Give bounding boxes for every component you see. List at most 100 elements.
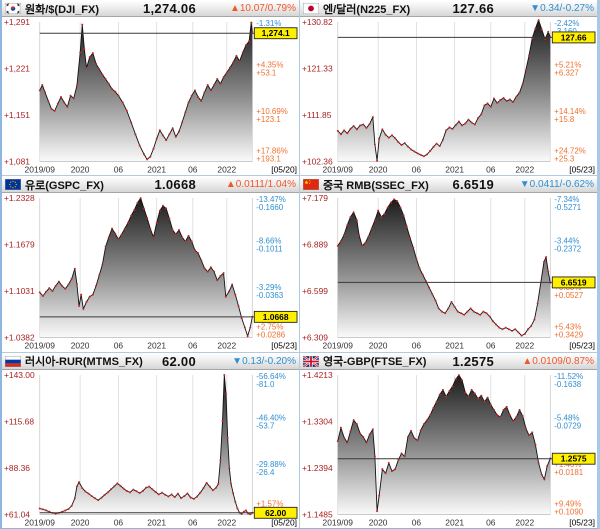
svg-text:+1,221: +1,221 xyxy=(4,63,30,73)
price-tag: 127.66 xyxy=(551,31,596,44)
svg-text:-0.0729: -0.0729 xyxy=(554,421,581,430)
flag-korea-icon xyxy=(5,3,21,14)
instrument-title: 엔/달러(N225_FX) xyxy=(323,3,411,16)
svg-text:+6.889: +6.889 xyxy=(302,240,328,250)
price-chart-rub[interactable]: +143.00 +115.68 +88.36 +61.04 -56.64%-81.0 -4… xyxy=(2,370,299,528)
last-price: 1.0668 xyxy=(154,177,196,193)
svg-text:06: 06 xyxy=(486,517,496,527)
price-chart-jpy-usd[interactable]: +130.82 +121.33 +111.85 +102.36 -2.42%-3.160… xyxy=(300,17,597,175)
price-chart-eur-usd[interactable]: +1.2328 +1.1679 +1.1031 +1.0382 -13.47%-0.16… xyxy=(2,193,299,351)
y-axis-labels: +1.4213 +1.3304 +1.2394 +1.1485 xyxy=(302,370,333,519)
svg-text:06: 06 xyxy=(412,341,422,351)
series-line xyxy=(336,198,552,338)
svg-text:+10.69%: +10.69% xyxy=(256,107,288,116)
panel-header-cny-rmb[interactable]: 중국 RMB(SSEC_FX) 6.6519 ▼0.0411/-0.62% xyxy=(300,176,597,194)
svg-text:-0.1660: -0.1660 xyxy=(256,203,283,212)
svg-text:+1.57%: +1.57% xyxy=(256,499,283,508)
change-annotations: -1.31%-16.9+4.35%+53.1+10.69%+123.1+17.8… xyxy=(256,19,288,163)
svg-text:+1.0382: +1.0382 xyxy=(4,333,35,343)
svg-text:06: 06 xyxy=(412,164,422,174)
svg-text:2022: 2022 xyxy=(515,341,534,351)
svg-text:+5.43%: +5.43% xyxy=(554,323,581,332)
svg-text:+17.86%: +17.86% xyxy=(256,146,288,155)
price-chart-cny-rmb[interactable]: +7.179 +6.889 +6.599 +6.309 -7.34%-0.5271 -3.… xyxy=(300,193,597,351)
panel-header-jpy-usd[interactable]: 엔/달러(N225_FX) 127.66 ▼0.34/-0.27% xyxy=(300,0,597,17)
panel-jpy-usd: 엔/달러(N225_FX) 127.66 ▼0.34/-0.27% +130.8… xyxy=(300,0,597,176)
svg-text:1,274.1: 1,274.1 xyxy=(262,28,290,38)
price-tag: 1.0668 xyxy=(253,311,298,324)
series-line xyxy=(336,373,552,515)
change-annotations: -7.34%-0.5271-3.44%-0.2372+0.80%+0.0527+… xyxy=(554,195,583,339)
svg-text:2021: 2021 xyxy=(147,164,166,174)
price-tag: 6.6519 xyxy=(551,276,596,289)
svg-text:+193.1: +193.1 xyxy=(256,154,281,163)
flag-china-icon xyxy=(303,179,319,191)
svg-text:06: 06 xyxy=(486,164,496,174)
price-chart-krw-usd[interactable]: +1,291+1,221+1,151+1,081-1.31%-16.9+4.35… xyxy=(2,17,299,175)
svg-text:2022: 2022 xyxy=(217,164,236,174)
flag-eu-icon xyxy=(5,179,21,191)
svg-text:+14.14%: +14.14% xyxy=(554,107,586,116)
svg-text:-53.7: -53.7 xyxy=(256,421,275,430)
svg-text:+111.85: +111.85 xyxy=(302,110,332,120)
svg-text:2022: 2022 xyxy=(217,517,236,527)
panel-header-eur-usd[interactable]: 유로(GSPC_FX) 1.0668 ▲0.0111/1.04% xyxy=(2,176,299,194)
svg-text:+15.8: +15.8 xyxy=(554,115,575,124)
series-line xyxy=(38,373,254,515)
svg-text:[05/20]: [05/20] xyxy=(271,164,297,174)
svg-text:-46.40%: -46.40% xyxy=(256,413,286,422)
svg-text:+88.36: +88.36 xyxy=(4,463,30,473)
change-annotations: -56.64%-81.0 -46.40%-53.7 -29.88%-26.4 +1.5… xyxy=(256,372,286,516)
svg-text:2020: 2020 xyxy=(71,164,90,174)
x-axis-labels: 2019/09 2020 06 2021 06 2022 [05/23] xyxy=(25,341,297,351)
svg-text:+25.3: +25.3 xyxy=(554,154,575,163)
last-price: 6.6519 xyxy=(452,177,494,193)
svg-text:2022: 2022 xyxy=(515,517,534,527)
instrument-title: 영국-GBP(FTSE_FX) xyxy=(323,356,427,369)
svg-text:-7.34%: -7.34% xyxy=(554,195,579,204)
panel-header-krw-usd[interactable]: 원화/$(DJI_FX) 1,274.06 ▲10.07/0.79% xyxy=(2,0,299,17)
svg-text:+61.04: +61.04 xyxy=(4,509,30,519)
x-axis-labels: 2019/09 2020 06 2021 06 2022 [05/20] xyxy=(25,517,297,527)
y-axis-labels: +1.2328 +1.1679 +1.1031 +1.0382 xyxy=(4,193,35,342)
svg-text:-5.48%: -5.48% xyxy=(554,413,579,422)
price-change: ▲0.0111/1.04% xyxy=(225,179,296,191)
panel-header-gbp[interactable]: 영국-GBP(FTSE_FX) 1.2575 ▲0.0109/0.87% xyxy=(300,352,597,370)
svg-text:-3.44%: -3.44% xyxy=(554,237,579,246)
svg-text:2019/09: 2019/09 xyxy=(323,164,354,174)
svg-text:1.2575: 1.2575 xyxy=(561,453,587,463)
svg-text:-3.29%: -3.29% xyxy=(256,283,281,292)
svg-text:06: 06 xyxy=(188,517,198,527)
svg-text:-81.0: -81.0 xyxy=(256,380,275,389)
last-price: 127.66 xyxy=(452,1,494,16)
svg-text:2020: 2020 xyxy=(369,517,388,527)
y-axis-labels: +143.00 +115.68 +88.36 +61.04 xyxy=(4,370,35,519)
svg-text:-29.88%: -29.88% xyxy=(256,460,286,469)
svg-text:2022: 2022 xyxy=(217,341,236,351)
price-change: ▼0.34/-0.27% xyxy=(530,3,594,14)
svg-text:+24.72%: +24.72% xyxy=(554,146,586,155)
svg-text:06: 06 xyxy=(188,164,198,174)
svg-text:06: 06 xyxy=(114,341,124,351)
instrument-title: 러시아-RUR(MTMS_FX) xyxy=(25,356,143,369)
panel-header-rub[interactable]: 러시아-RUR(MTMS_FX) 62.00 ▼0.13/-0.20% xyxy=(2,352,299,370)
panel-cny-rmb: 중국 RMB(SSEC_FX) 6.6519 ▼0.0411/-0.62% +7… xyxy=(300,176,597,352)
svg-text:+6.309: +6.309 xyxy=(302,333,328,343)
svg-text:+7.179: +7.179 xyxy=(302,193,328,203)
svg-text:2019/09: 2019/09 xyxy=(25,341,56,351)
x-axis-labels: 2019/09 2020 06 2021 06 2022 [05/23] xyxy=(323,164,595,174)
svg-text:-2.42%: -2.42% xyxy=(554,19,579,28)
svg-text:2019/09: 2019/09 xyxy=(25,517,56,527)
instrument-title: 중국 RMB(SSEC_FX) xyxy=(323,179,429,192)
price-chart-gbp[interactable]: +1.4213 +1.3304 +1.2394 +1.1485 -11.52%-0.16… xyxy=(300,370,597,528)
svg-text:06: 06 xyxy=(114,517,124,527)
svg-text:-8.66%: -8.66% xyxy=(256,237,281,246)
svg-text:-0.2372: -0.2372 xyxy=(554,245,581,254)
svg-text:6.6519: 6.6519 xyxy=(561,278,587,288)
svg-text:+1.2328: +1.2328 xyxy=(4,193,35,203)
svg-text:-0.5271: -0.5271 xyxy=(554,203,581,212)
svg-text:+143.00: +143.00 xyxy=(4,370,35,380)
x-axis-labels: 2019/09 2020 06 2021 06 2022 [05/23] xyxy=(323,517,595,527)
svg-text:+1.1485: +1.1485 xyxy=(302,509,333,519)
svg-text:+115.68: +115.68 xyxy=(4,416,34,426)
